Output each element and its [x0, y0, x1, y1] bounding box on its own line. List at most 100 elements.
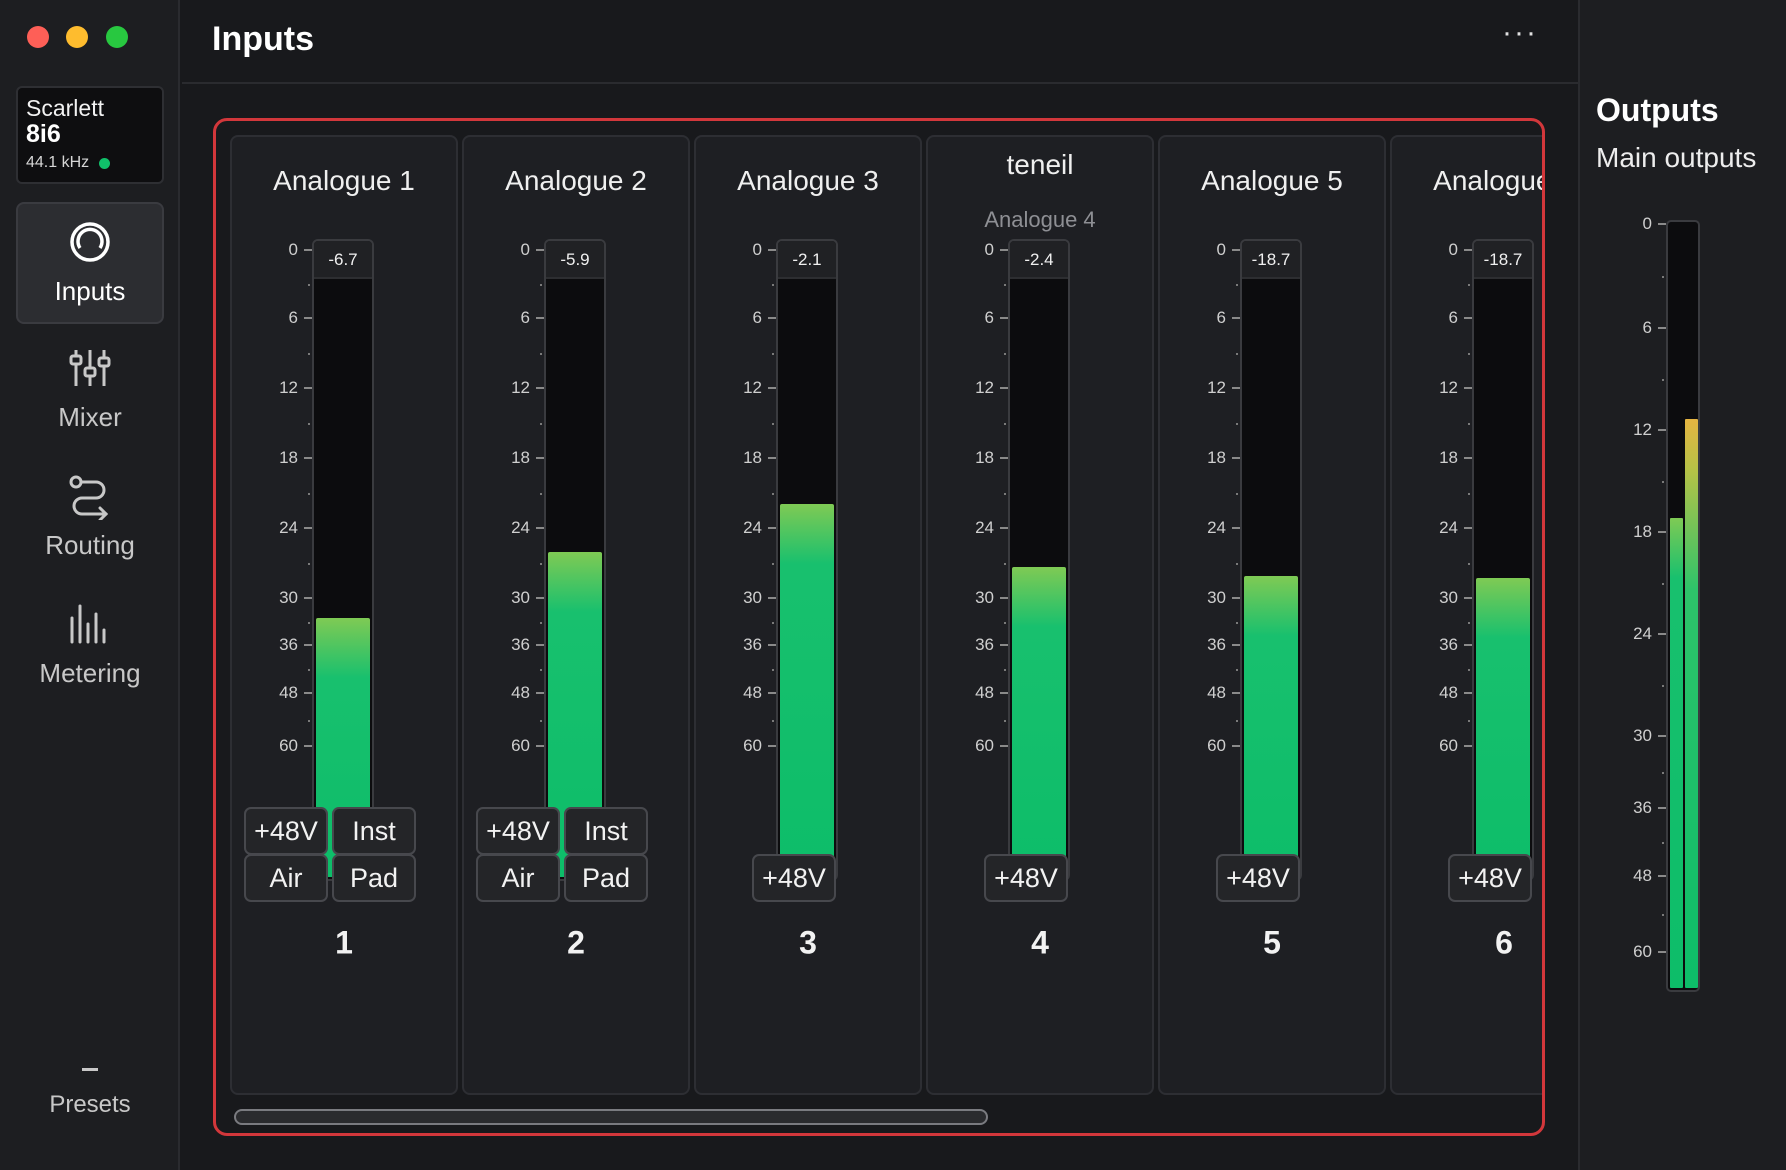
meter-scale-tick — [536, 249, 544, 251]
channel-button-air[interactable]: Air — [244, 854, 328, 902]
meter-scale-label: 12 — [1439, 378, 1458, 397]
channel-number: 5 — [1263, 924, 1281, 961]
more-options-button[interactable]: ··· — [1502, 16, 1538, 49]
peak-readout[interactable]: -5.9 — [546, 241, 604, 279]
level-meter: -18.7 — [1240, 239, 1302, 881]
meter-scale-tick — [1000, 317, 1008, 319]
output-scale-tick — [1658, 633, 1666, 635]
channel-button-air[interactable]: Air — [476, 854, 560, 902]
meter-scale-tick — [768, 387, 776, 389]
scrollbar-thumb[interactable] — [234, 1109, 988, 1125]
device-card[interactable]: Scarlett 8i6 44.1 kHz — [16, 86, 164, 184]
input-channels-panel: Analogue 1 0 6 12 18 24 30 36 48 60 -6.7 +48V Inst Ai… — [213, 118, 1545, 1136]
meter-scale-tick — [536, 527, 544, 529]
channel-strip: teneil Analogue 4 0 6 12 18 24 30 36 48 60 -2.4 +48V… — [926, 135, 1154, 1095]
output-scale-minor-tick — [1662, 276, 1664, 278]
channel-name[interactable]: Analogue 6 — [1433, 165, 1545, 196]
level-meter-fill — [1012, 567, 1066, 877]
meter-scale: 0 6 12 18 24 30 36 48 60 — [696, 137, 776, 1095]
output-scale-label: 18 — [1633, 522, 1652, 541]
meter-scale-label: 60 — [279, 736, 298, 755]
meter-scale-label: 36 — [1207, 635, 1226, 654]
meter-scale-tick — [536, 457, 544, 459]
channel-button-phantom-48v[interactable]: +48V — [244, 807, 328, 855]
phantom-power-button[interactable]: +48V — [1216, 854, 1300, 902]
meter-scale-label: 60 — [743, 736, 762, 755]
sidebar-item-label: Routing — [45, 530, 135, 560]
meter-scale-minor-tick — [1236, 621, 1238, 624]
channel-name[interactable]: Analogue 2 — [505, 165, 647, 196]
sidebar-item-inputs[interactable]: Inputs — [16, 202, 164, 324]
output-scale-label: 0 — [1642, 214, 1652, 233]
phantom-power-button[interactable]: +48V — [984, 854, 1068, 902]
meter-scale-minor-tick — [1468, 621, 1470, 624]
meter-scale-minor-tick — [772, 563, 774, 565]
meter-scale-minor-tick — [1468, 353, 1470, 355]
meter-scale-tick — [304, 644, 312, 646]
channel-button-pad[interactable]: Pad — [332, 854, 416, 902]
output-scale-tick — [1658, 807, 1666, 809]
meter-scale-label: 48 — [511, 683, 530, 702]
meter-scale-minor-tick — [1004, 493, 1006, 495]
channel-button-phantom-48v[interactable]: +48V — [476, 807, 560, 855]
peak-readout[interactable]: -2.4 — [1010, 241, 1068, 279]
meter-scale: 0 6 12 18 24 30 36 48 60 — [1392, 137, 1472, 1095]
meter-scale-tick — [1464, 644, 1472, 646]
meter-scale-label: 12 — [743, 378, 762, 397]
sidebar-item-routing[interactable]: Routing — [16, 458, 164, 580]
channel-name[interactable]: Analogue 5 — [1201, 165, 1343, 196]
meter-scale-label: 30 — [1439, 588, 1458, 607]
horizontal-scrollbar[interactable] — [234, 1105, 1534, 1127]
phantom-power-button[interactable]: +48V — [1448, 854, 1532, 902]
meter-scale-minor-tick — [772, 284, 774, 286]
meter-scale-label: 6 — [288, 308, 298, 327]
meter-scale-tick — [1000, 387, 1008, 389]
meter-scale-label: 0 — [520, 240, 530, 259]
presets-button[interactable]: Presets — [0, 1068, 180, 1119]
window-minimize-button[interactable] — [66, 26, 88, 48]
window-close-button[interactable] — [27, 26, 49, 48]
metering-icon — [70, 604, 106, 644]
meter-scale-label: 60 — [1439, 736, 1458, 755]
peak-readout[interactable]: -2.1 — [778, 241, 836, 279]
meter-scale-label: 36 — [743, 635, 762, 654]
peak-readout[interactable]: -6.7 — [314, 241, 372, 279]
level-meter: -5.9 — [544, 239, 606, 881]
sidebar-item-mixer[interactable]: Mixer — [16, 330, 164, 452]
meter-scale-minor-tick — [1468, 719, 1470, 722]
window-zoom-button[interactable] — [106, 26, 128, 48]
meter-scale-label: 18 — [279, 448, 298, 467]
channel-strip: Analogue 3 0 6 12 18 24 30 36 48 60 -2.1 +48V 3 — [694, 135, 922, 1095]
channel-name[interactable]: Analogue 1 — [273, 165, 415, 196]
meter-scale-tick — [1000, 745, 1008, 747]
meter-scale-label: 48 — [279, 683, 298, 702]
channel-name[interactable]: Analogue 3 — [737, 165, 879, 196]
meter-scale-label: 36 — [975, 635, 994, 654]
meter-scale-tick — [304, 249, 312, 251]
meter-scale-minor-tick — [1236, 353, 1238, 355]
level-meter: -6.7 — [312, 239, 374, 881]
channel-button-inst[interactable]: Inst — [564, 807, 648, 855]
meter-scale-tick — [304, 745, 312, 747]
meter-scale-label: 18 — [1207, 448, 1226, 467]
meter-scale-minor-tick — [1236, 669, 1238, 671]
channel-button-inst[interactable]: Inst — [332, 807, 416, 855]
meter-scale-label: 0 — [1216, 240, 1226, 259]
meter-scale-tick — [536, 597, 544, 599]
meter-scale-minor-tick — [1236, 563, 1238, 565]
outputs-panel: Outputs Main outputs 0 6 12 18 24 30 36 48 60 — [1578, 0, 1786, 1170]
meter-scale-label: 12 — [511, 378, 530, 397]
meter-scale-minor-tick — [540, 621, 542, 624]
peak-readout[interactable]: -18.7 — [1242, 241, 1300, 279]
output-scale-tick — [1658, 223, 1666, 225]
channel-strip-list[interactable]: Analogue 1 0 6 12 18 24 30 36 48 60 -6.7 +48V Inst Ai… — [230, 135, 1545, 1095]
meter-scale-tick — [1464, 597, 1472, 599]
page-title: Inputs — [212, 20, 314, 58]
phantom-power-button[interactable]: +48V — [752, 854, 836, 902]
meter-scale-label: 6 — [1216, 308, 1226, 327]
channel-button-pad[interactable]: Pad — [564, 854, 648, 902]
peak-readout[interactable]: -18.7 — [1474, 241, 1532, 279]
sidebar-item-metering[interactable]: Metering — [16, 586, 164, 708]
channel-name[interactable]: teneil — [1006, 149, 1074, 180]
meter-scale-minor-tick — [1004, 284, 1006, 286]
